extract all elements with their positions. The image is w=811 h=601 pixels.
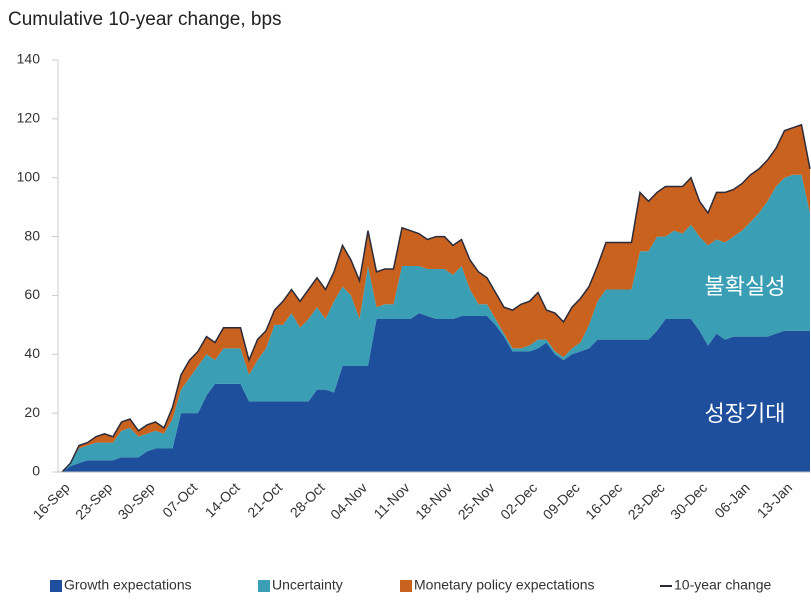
x-tick-label: 14-Oct [202, 479, 243, 520]
area [62, 313, 810, 472]
area [62, 174, 810, 472]
x-tick-label: 30-Sep [114, 479, 157, 522]
x-tick-label: 23-Dec [625, 479, 668, 522]
x-tick-label: 23-Sep [72, 479, 115, 522]
x-tick-label: 09-Dec [540, 479, 583, 522]
legend-swatch [258, 580, 270, 592]
legend-swatch [400, 580, 412, 592]
legend-label: Uncertainty [272, 577, 343, 593]
annotation: 불확실성 [705, 274, 786, 299]
x-tick-label: 07-Oct [159, 479, 200, 520]
x-tick-label: 18-Nov [412, 479, 455, 522]
y-tick-label: 60 [24, 286, 40, 302]
x-tick-label: 25-Nov [455, 479, 498, 522]
x-tick-label: 16-Dec [582, 479, 625, 522]
y-tick-label: 0 [32, 463, 40, 479]
legend-label: Growth expectations [64, 577, 192, 593]
legend-label: 10-year change [674, 577, 772, 593]
x-tick-label: 13-Jan [754, 479, 796, 521]
x-tick-label: 21-Oct [244, 479, 285, 520]
x-tick-label: 04-Nov [327, 479, 370, 522]
y-tick-label: 120 [17, 110, 41, 126]
y-tick-label: 20 [24, 404, 40, 420]
x-tick-label: 02-Dec [497, 479, 540, 522]
legend-label: Monetary policy expectations [414, 577, 595, 593]
legend-swatch [50, 580, 62, 592]
y-tick-label: 140 [17, 51, 41, 67]
y-tick-label: 80 [24, 227, 40, 243]
x-tick-label: 30-Dec [667, 479, 710, 522]
chart-title: Cumulative 10-year change, bps [8, 9, 282, 30]
x-tick-label: 11-Nov [370, 479, 412, 521]
x-tick-label: 16-Sep [29, 479, 72, 522]
x-tick-label: 06-Jan [711, 479, 753, 521]
y-tick-label: 40 [24, 345, 40, 361]
x-tick-label: 28-Oct [287, 479, 328, 520]
annotation: 성장기대 [705, 401, 786, 426]
line [61, 123, 811, 473]
y-tick-label: 100 [17, 168, 41, 184]
